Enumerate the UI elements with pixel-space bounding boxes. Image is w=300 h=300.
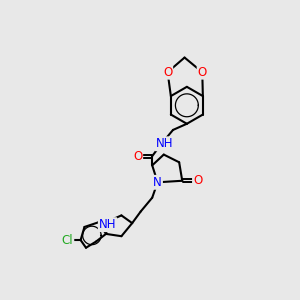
Text: N: N [153,176,162,189]
Text: NH: NH [156,137,173,150]
Text: O: O [163,66,172,79]
Text: NH: NH [99,218,116,231]
Text: Cl: Cl [62,233,73,247]
Text: O: O [193,174,202,187]
Text: O: O [198,66,207,79]
Text: O: O [133,150,142,163]
